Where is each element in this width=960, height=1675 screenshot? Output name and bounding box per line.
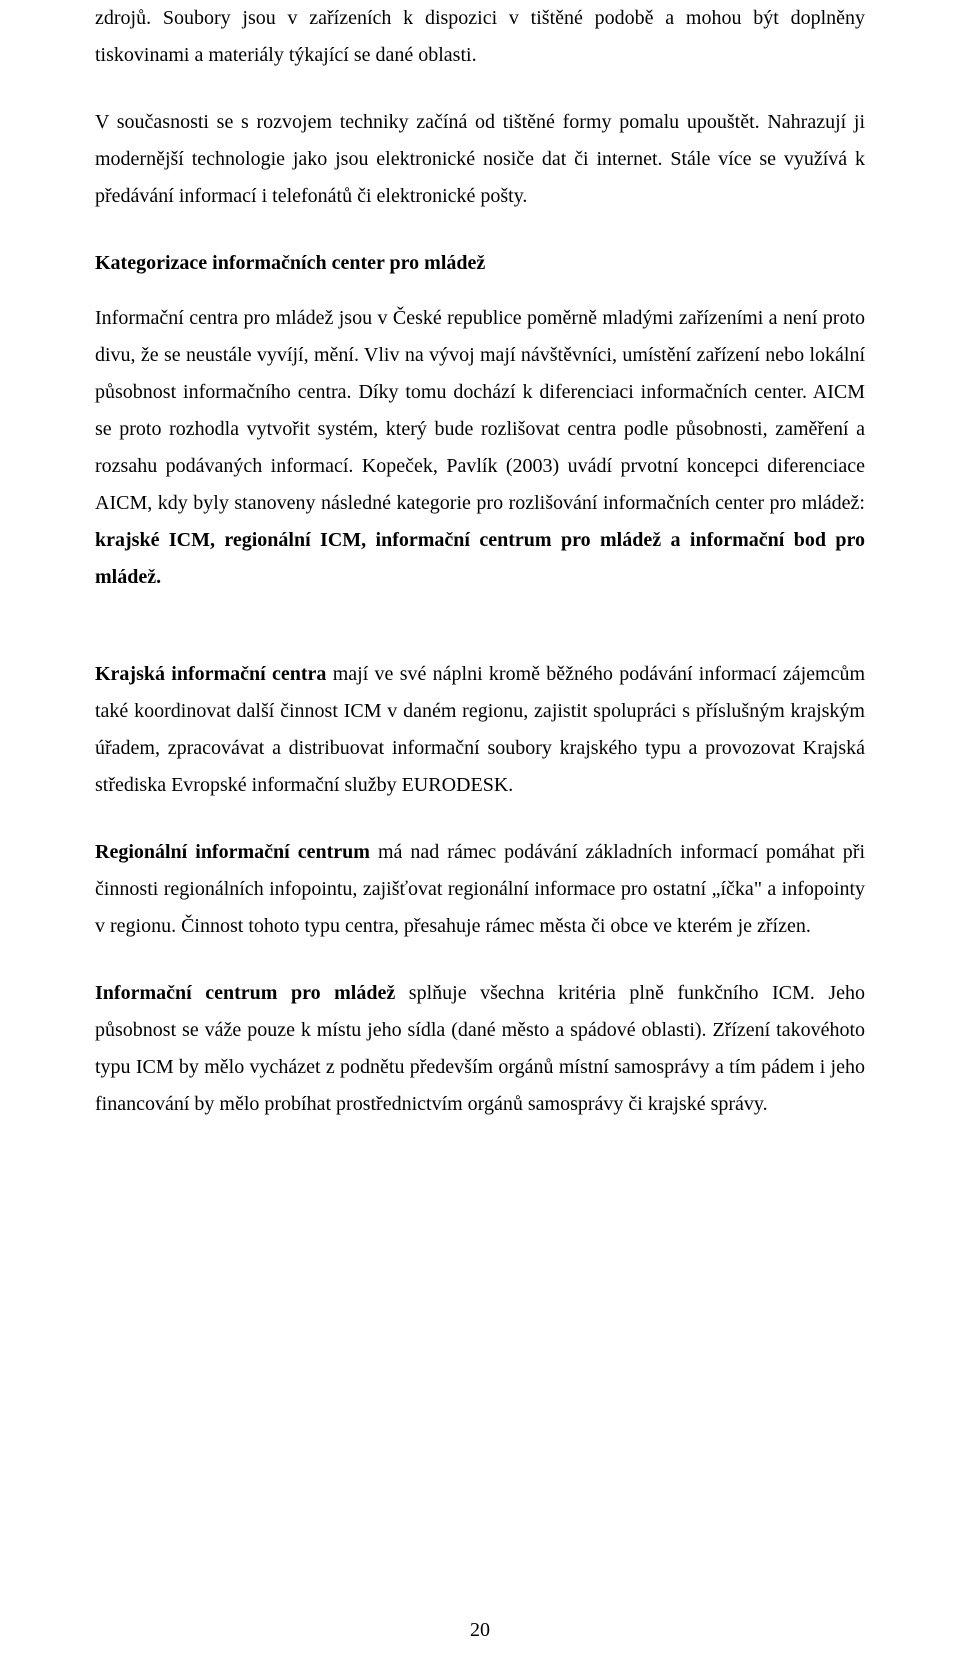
paragraph-5: Regionální informační centrum má nad rám… <box>95 834 865 945</box>
spacer <box>95 626 865 656</box>
page-number: 20 <box>0 1612 960 1649</box>
paragraph-4: Krajská informační centra mají ve své ná… <box>95 656 865 804</box>
paragraph-5-bold: Regionální informační centrum <box>95 841 370 863</box>
paragraph-2: V současnosti se s rozvojem techniky zač… <box>95 104 865 215</box>
paragraph-3: Informační centra pro mládež jsou v Česk… <box>95 300 865 596</box>
paragraph-3-text: Informační centra pro mládež jsou v Česk… <box>95 307 865 514</box>
paragraph-3-bold: krajské ICM, regionální ICM, informační … <box>95 529 865 588</box>
paragraph-6-bold: Informační centrum pro mládež <box>95 982 395 1004</box>
heading-kategorizace: Kategorizace informačních center pro mlá… <box>95 245 865 282</box>
paragraph-6: Informační centrum pro mládež splňuje vš… <box>95 975 865 1123</box>
document-page: zdrojů. Soubory jsou v zařízeních k disp… <box>0 0 960 1675</box>
paragraph-1: zdrojů. Soubory jsou v zařízeních k disp… <box>95 0 865 74</box>
paragraph-4-bold: Krajská informační centra <box>95 663 326 685</box>
